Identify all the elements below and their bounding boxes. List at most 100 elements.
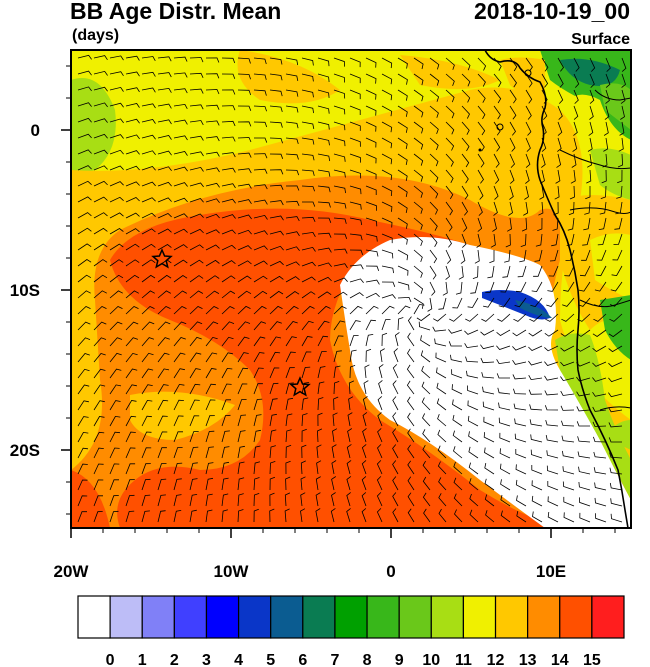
wind-barb [509,89,517,104]
wind-barb [429,137,439,151]
wind-barb [77,149,92,155]
wind-barb [285,429,292,443]
wind-barb [378,364,384,379]
wind-barb [253,477,260,491]
wind-barb [562,466,575,475]
wind-barb [484,478,495,491]
wind-barb [451,369,463,379]
wind-barb [525,121,532,136]
wind-barb [420,335,431,347]
wind-barb [157,290,171,299]
wind-barb [413,265,423,278]
wind-barb [561,420,575,427]
wind-barb [301,121,315,129]
wind-barb [333,73,345,83]
wind-barb [173,151,188,156]
wind-barb [477,105,486,120]
wind-barb [285,397,294,411]
wind-barb [173,275,188,283]
wind-barb [253,414,262,427]
wind-barb [524,185,529,200]
wind-barb [392,428,399,443]
wind-barb [109,243,124,251]
colorbar-box [591,595,625,639]
wind-barb [173,431,183,443]
wind-barb [300,492,306,507]
wind-barb [461,89,471,103]
wind-barb [285,246,300,251]
wind-barb [556,153,562,168]
wind-barb [513,403,527,411]
wind-barb [237,493,244,507]
wind-barb [565,249,575,261]
wind-barb [461,169,469,184]
wind-barb [173,306,187,315]
wind-barb [407,332,415,347]
wind-barb [573,121,578,136]
wind-barb [301,320,314,331]
wind-barb [438,477,447,491]
colorbar-box [302,595,336,639]
map-datetime: 2018-10-19_00 [473,0,630,24]
wind-barb [509,105,517,120]
wind-barb [237,321,251,331]
wind-barb [397,153,408,165]
wind-barb [93,227,108,235]
wind-barb [173,197,188,203]
wind-barb [221,105,236,111]
wind-barb [269,260,284,267]
wind-barb [237,477,245,491]
wind-barb [560,405,575,411]
wind-barb [301,351,312,363]
wind-barb [549,249,559,262]
wind-barb [157,494,166,507]
wind-barb [157,166,172,171]
wind-barb [554,185,560,200]
wind-barb [381,281,396,287]
wind-barb [361,460,367,475]
wind-barb [109,118,124,124]
wind-barb [109,479,119,491]
wind-barb [93,180,108,187]
wind-barb [317,397,324,411]
wind-barb [253,121,268,128]
wind-barb [381,137,393,149]
wind-barb [601,169,607,184]
wind-barb [445,57,455,70]
wind-barb [347,412,353,427]
wind-barb [269,184,284,190]
wind-barb [237,352,249,363]
wind-barb [253,398,263,411]
wind-barb [333,320,346,331]
wind-barb [205,462,214,475]
wind-barb [301,216,316,222]
wind-barb [125,447,136,459]
wind-barb [365,137,377,148]
wind-barb [605,57,611,72]
wind-barb [333,291,348,299]
wind-barb [608,329,623,338]
wind-barb [365,279,380,285]
wind-barb [594,482,607,491]
wind-barb [237,105,252,111]
wind-barb [573,57,580,72]
colorbar-box [559,595,593,639]
wind-barb [189,306,203,315]
wind-barb [253,245,268,251]
wind-barb [205,104,220,110]
wind-barb [452,430,463,443]
wind-barb [253,493,260,507]
wind-barb [539,185,545,200]
wind-barb [349,233,363,241]
wind-barb [141,399,153,411]
wind-barb [125,415,137,427]
wind-barb [611,265,623,277]
colorbar-label: 10 [422,652,440,667]
wind-barb [509,73,517,88]
wind-barb [284,492,291,507]
wind-barb [502,265,511,278]
wind-barb [589,89,595,104]
wind-barb [598,217,607,230]
wind-barb [301,444,307,459]
wind-barb [464,343,479,349]
